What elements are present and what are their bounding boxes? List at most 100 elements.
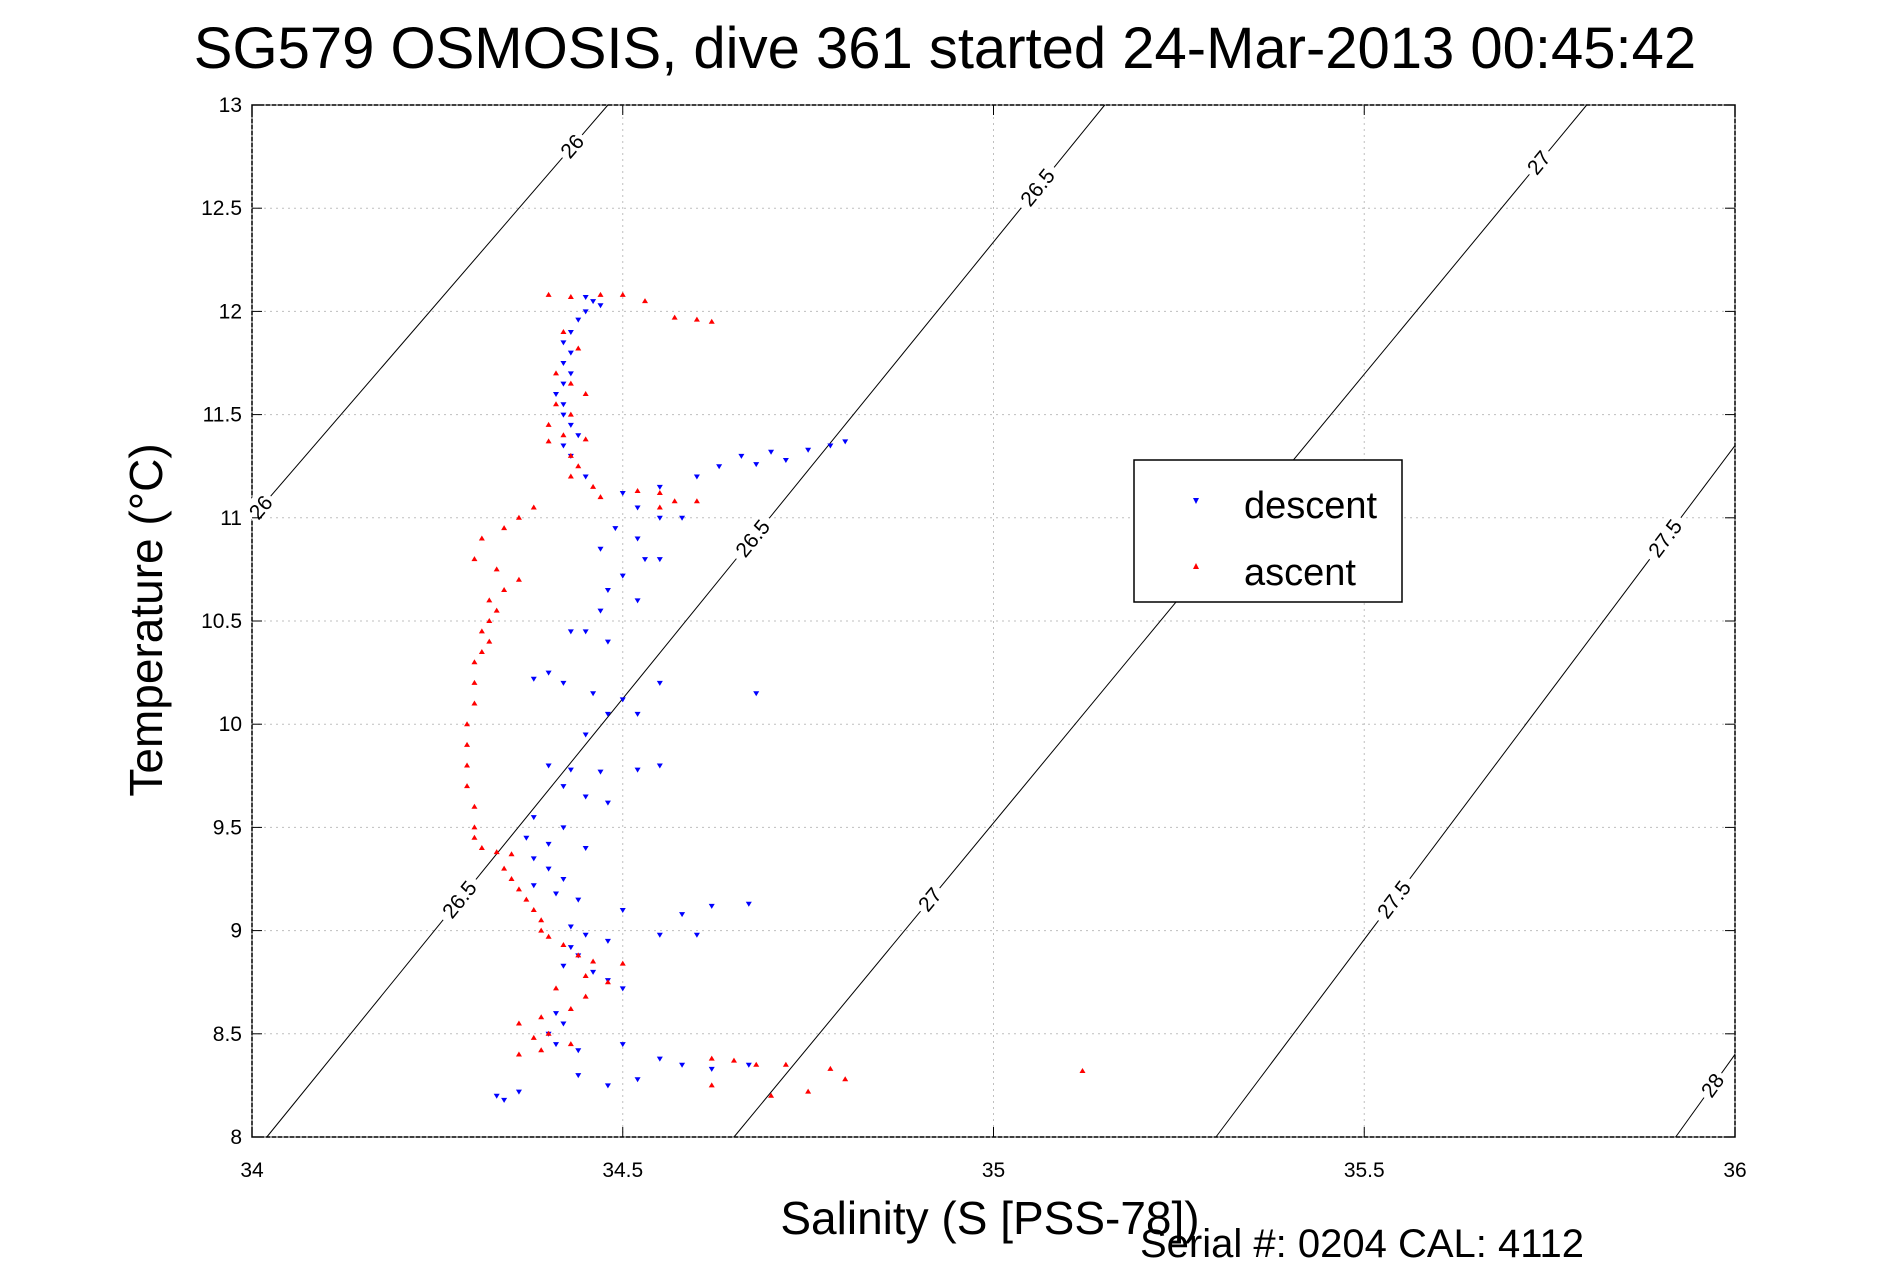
ascent-point <box>730 1057 737 1063</box>
ascent-point <box>471 679 478 685</box>
ascent-point <box>567 1041 574 1047</box>
ascent-point <box>538 927 545 933</box>
descent-point <box>708 1066 715 1072</box>
descent-point <box>738 453 745 459</box>
ascent-point <box>538 1047 545 1053</box>
ascent-point <box>827 1065 834 1071</box>
y-tick-label: 9.5 <box>213 816 242 839</box>
descent-point <box>656 680 663 686</box>
descent-point <box>560 680 567 686</box>
ascent-point <box>478 535 485 541</box>
chart-title: SG579 OSMOSIS, dive 361 started 24-Mar-2… <box>194 16 1696 81</box>
ascent-point <box>656 490 663 496</box>
ascent-point <box>805 1088 812 1094</box>
descent-series <box>493 294 849 1103</box>
descent-point <box>582 629 589 635</box>
descent-point <box>530 856 537 862</box>
y-tick-label: 8.5 <box>213 1023 242 1046</box>
descent-point <box>582 732 589 738</box>
ascent-point <box>590 958 597 964</box>
ascent-point <box>478 648 485 654</box>
descent-point <box>619 986 626 992</box>
ascent-point <box>575 463 582 469</box>
ascent-point <box>538 1014 545 1020</box>
ascent-point <box>567 452 574 458</box>
axis-ticks: 34 34.5 35 35.5 36 8 8.5 9 9.5 10 10.5 11 11.5 12 12.5… <box>201 94 1747 1182</box>
ascent-point <box>604 979 611 985</box>
descent-point <box>634 505 641 511</box>
descent-point <box>553 891 560 897</box>
ascent-point <box>597 494 604 500</box>
descent-point <box>582 474 589 480</box>
ascent-point <box>560 329 567 335</box>
descent-point <box>582 309 589 315</box>
density-contour-label-bg <box>1368 871 1421 929</box>
ascent-point <box>530 906 537 912</box>
descent-point <box>604 588 611 594</box>
density-contour-line <box>251 104 609 519</box>
x-tick-label: 36 <box>1723 1159 1746 1182</box>
descent-point <box>582 794 589 800</box>
ascent-point <box>553 985 560 991</box>
ascent-point <box>478 845 485 851</box>
descent-point <box>619 573 626 579</box>
ascent-point <box>582 973 589 979</box>
descent-point <box>716 464 723 470</box>
descent-point <box>560 877 567 882</box>
y-tick-label: 9 <box>230 920 242 943</box>
ascent-point <box>515 886 522 892</box>
descent-point <box>604 711 611 717</box>
descent-point <box>656 557 663 563</box>
descent-point <box>693 474 700 480</box>
ascent-point <box>501 865 508 871</box>
legend: descent ascent <box>1133 459 1403 603</box>
descent-point <box>656 763 663 769</box>
ascent-point <box>538 917 545 923</box>
descent-point <box>634 767 641 773</box>
y-tick-label: 8 <box>230 1126 242 1149</box>
ascent-point <box>471 659 478 665</box>
ascent-point <box>553 370 560 376</box>
ascent-point <box>545 1030 552 1036</box>
ascent-point <box>478 628 485 634</box>
descent-point <box>634 711 641 717</box>
ascent-point <box>523 896 530 902</box>
y-tick-label: 12 <box>219 300 242 323</box>
descent-point <box>553 1042 560 1048</box>
serial-cal-footer: Serial #: 0204 CAL: 4112 <box>1140 1222 1584 1262</box>
ascent-point <box>464 762 471 768</box>
descent-point <box>656 932 663 938</box>
ascent-point <box>471 700 478 706</box>
descent-point <box>493 1093 500 1099</box>
descent-point <box>545 866 552 872</box>
ascent-point <box>515 1051 522 1057</box>
ascent-point <box>567 473 574 479</box>
descent-point <box>619 907 626 913</box>
descent-point <box>679 912 686 918</box>
ascent-point <box>515 576 522 582</box>
x-tick-label: 34 <box>240 1159 264 1182</box>
descent-point <box>679 515 686 521</box>
ascent-point <box>508 876 515 881</box>
descent-point <box>501 1097 508 1103</box>
ascent-point <box>560 432 567 438</box>
ascent-point <box>486 638 493 644</box>
ascent-point <box>842 1076 849 1082</box>
descent-point <box>634 598 641 604</box>
descent-point <box>560 340 567 346</box>
legend-ascent-label: ascent <box>1244 552 1356 594</box>
ascent-point <box>545 291 552 297</box>
ascent-point <box>471 556 478 562</box>
x-tick-label: 35 <box>982 1159 1005 1182</box>
ascent-point <box>590 483 597 489</box>
descent-point <box>545 841 552 847</box>
ascent-series <box>464 291 1086 1098</box>
descent-point <box>597 303 604 309</box>
legend-descent-label: descent <box>1244 485 1378 527</box>
ascent-point <box>493 607 500 613</box>
ascent-point <box>501 525 508 531</box>
ascent-point <box>464 721 471 727</box>
legend-ascent-marker <box>1193 563 1199 569</box>
ascent-point <box>671 314 678 320</box>
descent-point <box>753 462 760 468</box>
